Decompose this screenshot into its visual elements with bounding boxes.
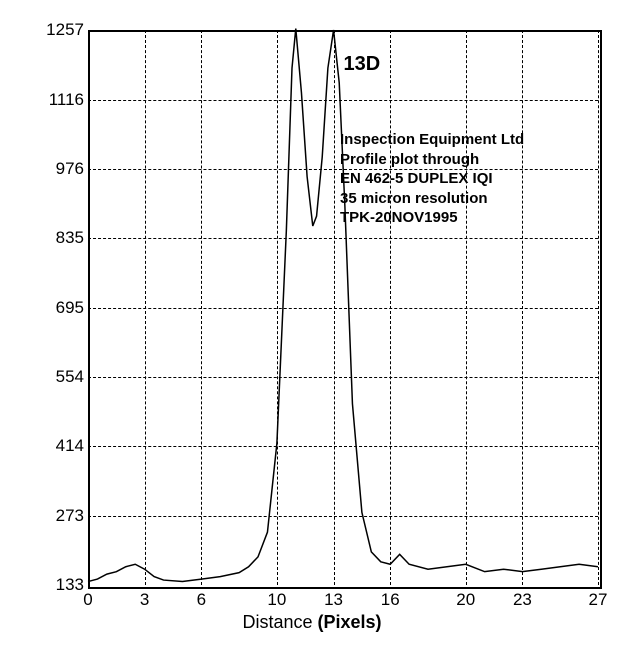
- y-tick-label: 133: [34, 575, 84, 595]
- profile-plot-chart: 133 273 414 554 695 835 976 1116 1257 0 3 6 10 13 16 2…: [0, 0, 624, 668]
- info-line-3: 35 micron resolution: [340, 189, 524, 209]
- x-axis-label: Distance (Pixels): [242, 612, 381, 633]
- x-tick-label: 13: [324, 590, 343, 610]
- x-axis-label-text: Distance: [242, 612, 312, 632]
- x-tick-label: 3: [140, 590, 149, 610]
- y-tick-label: 1116: [34, 90, 84, 110]
- x-tick-label: 27: [589, 590, 608, 610]
- x-tick-label: 6: [197, 590, 206, 610]
- info-line-0: Inspection Equipment Ltd: [340, 130, 524, 150]
- x-axis-label-units: (Pixels): [318, 612, 382, 632]
- info-line-2: EN 462-5 DUPLEX IQI: [340, 169, 524, 189]
- x-tick-label: 0: [83, 590, 92, 610]
- y-tick-label: 1257: [34, 20, 84, 40]
- y-tick-label: 695: [34, 298, 84, 318]
- info-box: Inspection Equipment Ltd Profile plot th…: [340, 130, 524, 228]
- y-tick-label: 835: [34, 228, 84, 248]
- info-line-4: TPK-20NOV1995: [340, 208, 524, 228]
- y-tick-label: 554: [34, 367, 84, 387]
- x-tick-label: 16: [381, 590, 400, 610]
- peak-label: 13D: [344, 53, 381, 76]
- y-tick-label: 273: [34, 506, 84, 526]
- info-line-1: Profile plot through: [340, 150, 524, 170]
- grid-line-vertical: [598, 30, 599, 585]
- y-tick-label: 414: [34, 436, 84, 456]
- y-tick-label: 976: [34, 159, 84, 179]
- x-tick-label: 20: [456, 590, 475, 610]
- line-plot-svg: [88, 30, 598, 585]
- x-tick-label: 23: [513, 590, 532, 610]
- x-tick-label: 10: [267, 590, 286, 610]
